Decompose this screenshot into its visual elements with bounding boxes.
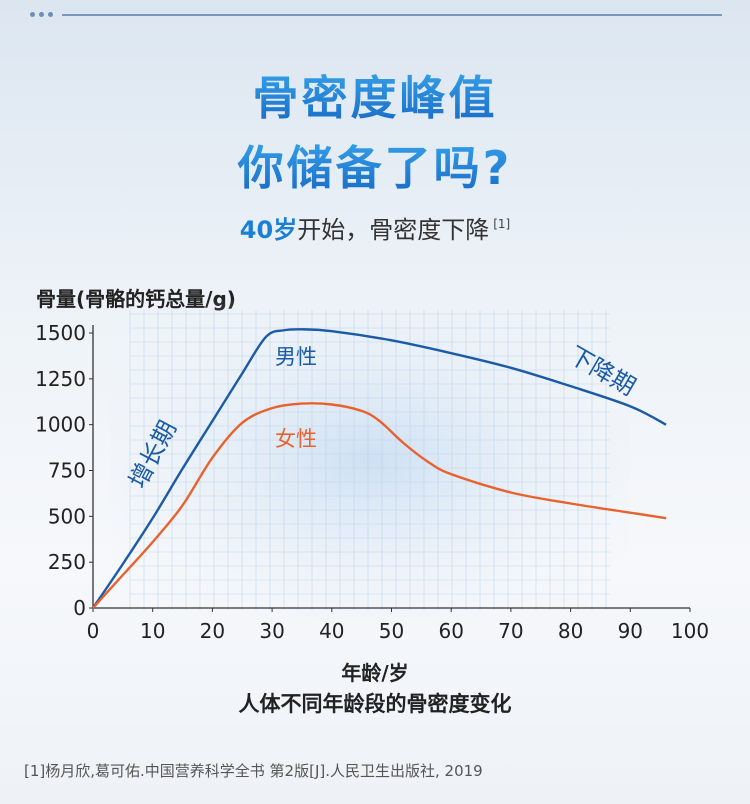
x-tick-label: 30 [259,619,284,643]
x-tick-label: 70 [498,619,523,643]
y-tick-label: 750 [48,459,86,483]
series-label-male: 男性 [275,345,317,369]
top-divider [62,14,722,16]
grid-lines [129,310,610,610]
x-tick-label: 20 [200,619,225,643]
y-tick-label: 250 [48,550,86,574]
grid-glow [110,300,630,620]
subtitle-text: 开始，骨密度下降 [297,216,490,244]
series-line-0 [92,328,667,609]
y-tick-label: 0 [73,596,86,620]
subtitle-reference-mark: [1] [493,217,511,231]
subtitle: 40岁开始，骨密度下降 [1] [0,210,750,245]
y-tick-label: 500 [48,504,86,528]
reference-citation: [1]杨月欣,葛可佑.中国营养科学全书 第2版[J].人民卫生出版社, 2019 [24,762,483,780]
y-tick-label: 1000 [35,413,86,437]
subtitle-accent: 40岁 [239,216,298,244]
chart-caption: 人体不同年龄段的骨密度变化 [238,692,512,716]
x-tick-label: 100 [671,619,709,643]
x-tick-label: 40 [319,619,344,643]
x-tick-label: 10 [140,619,165,643]
y-tick-label: 1500 [35,321,86,345]
x-tick-label: 60 [438,619,463,643]
page-title-line1: 骨密度峰值 [0,62,750,128]
y-tick-label: 1250 [35,367,86,391]
x-tick-label: 80 [558,619,583,643]
x-axis-title: 年龄/岁 [341,661,409,685]
series-line-1 [92,402,667,609]
series-label-female: 女性 [275,427,317,451]
decorative-dots [30,12,53,17]
x-tick-label: 0 [87,619,100,643]
x-tick-label: 90 [618,619,643,643]
x-tick-label: 50 [379,619,404,643]
page-title-line2: 你储备了吗? [0,132,750,198]
